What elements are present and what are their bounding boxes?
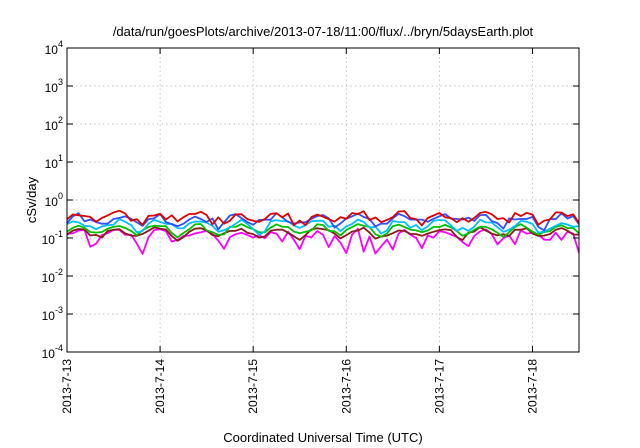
x-tick-label: 2013-7-13: [60, 359, 74, 414]
series-line: [66, 226, 580, 242]
y-tick-label: 100: [45, 191, 63, 209]
grid: [67, 48, 579, 352]
series-line: [66, 218, 580, 236]
x-tick-label: 2013-7-17: [432, 359, 446, 414]
y-tick-label: 101: [45, 153, 63, 171]
y-tick-label: 10-1: [42, 229, 63, 247]
x-axis: 2013-7-13 2013-7-14 2013-7-15 2013-7-16 2013…: [60, 48, 539, 414]
y-tick-label: 10-2: [42, 267, 63, 285]
series-line: [66, 212, 580, 232]
chart-title: /data/run/goesPlots/archive/2013-07-18/1…: [113, 24, 534, 39]
series-line: [66, 223, 580, 239]
x-axis-label: Coordinated Universal Time (UTC): [223, 430, 422, 445]
y-tick-label: 102: [45, 115, 63, 133]
y-tick-label: 10-3: [42, 305, 63, 323]
y-tick-label: 103: [45, 77, 63, 95]
y-axis-label: cSv/day: [24, 176, 39, 223]
series-line: [66, 227, 580, 255]
x-tick-label: 2013-7-15: [246, 359, 260, 414]
x-tick-label: 2013-7-18: [525, 359, 539, 414]
y-tick-label: 104: [45, 39, 63, 57]
series-group: [66, 209, 580, 255]
y-axis: 10-4 10-3 10-2 10-1 100 101 102 103 104: [42, 39, 579, 361]
x-tick-label: 2013-7-16: [339, 359, 353, 414]
series-line: [66, 209, 580, 227]
x-tick-label: 2013-7-14: [153, 359, 167, 414]
y-tick-label: 10-4: [42, 343, 63, 361]
